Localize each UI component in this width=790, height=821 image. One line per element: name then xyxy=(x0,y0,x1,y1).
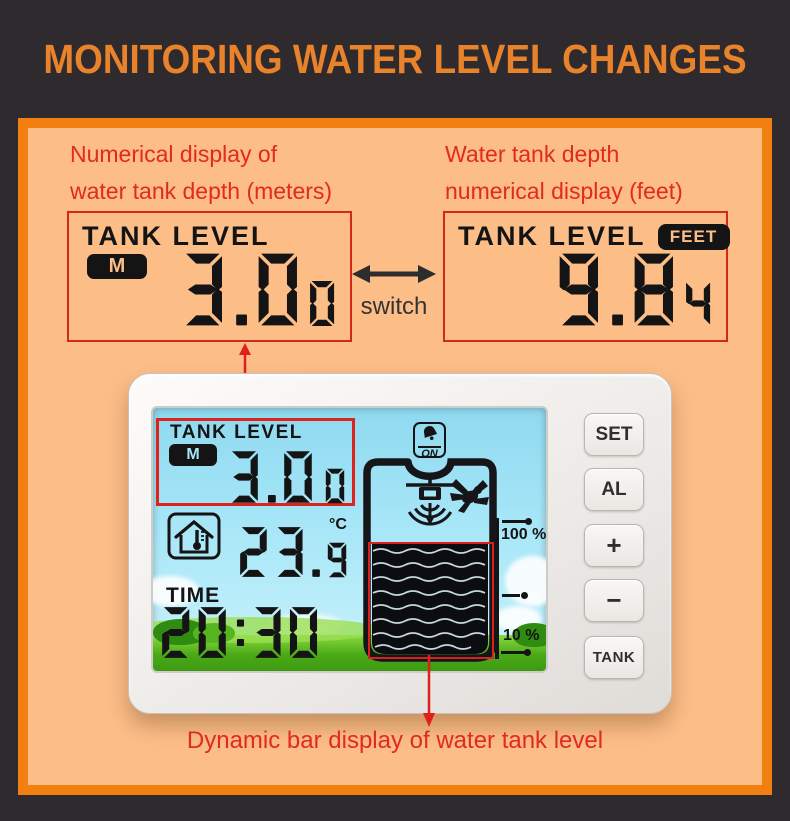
bush xyxy=(513,623,546,647)
water-waves xyxy=(372,548,486,650)
lcd-time-value xyxy=(161,607,319,663)
feet-unit-badge: FEET xyxy=(657,223,730,250)
insect-icon xyxy=(450,479,489,513)
lcd-time-label: TIME xyxy=(166,584,221,607)
alarm-on-label: ON xyxy=(418,446,441,460)
scale-label-10: 10 % xyxy=(503,627,540,644)
scale-dot-100 xyxy=(525,518,532,525)
switch-label: switch xyxy=(360,293,428,320)
al-button[interactable]: AL xyxy=(584,468,644,511)
plus-button[interactable]: + xyxy=(584,524,644,567)
meters-caption-line2: water tank depth (meters) xyxy=(70,178,333,204)
cloud xyxy=(153,576,199,606)
feet-caption-line1: Water tank depth xyxy=(445,141,620,167)
bottom-caption: Dynamic bar display of water tank level xyxy=(186,727,604,754)
scale-label-100: 100 % xyxy=(501,526,547,543)
meters-value-digits xyxy=(182,252,300,332)
meters-value-small-digit xyxy=(309,280,336,332)
switch-arrow-icon xyxy=(352,265,436,283)
tank-graphic xyxy=(363,458,497,662)
feet-value-small-digit xyxy=(685,280,712,332)
tank-monitor-device: 100 % 10 % xyxy=(128,373,672,714)
lcd-screen: 100 % 10 % xyxy=(151,406,548,673)
feet-caption-line2: numerical display (feet) xyxy=(445,178,683,204)
cloud xyxy=(505,556,546,606)
lcd-meter-unit-badge: M xyxy=(169,444,217,466)
alarm-on-indicator: ON xyxy=(413,422,446,460)
scale-dot-mid xyxy=(521,592,528,599)
minus-button[interactable]: − xyxy=(584,579,644,622)
lcd-tank-level-label: TANK LEVEL xyxy=(170,422,303,443)
page-title: MONITORING WATER LEVEL CHANGES xyxy=(43,36,747,82)
meters-box-label: TANK LEVEL xyxy=(82,221,270,251)
pointer-arrow-icon xyxy=(423,655,435,727)
meters-display-box: TANK LEVEL M xyxy=(67,211,352,342)
feet-box-label: TANK LEVEL xyxy=(458,221,646,251)
bell-icon xyxy=(423,426,437,441)
scale-dot-10 xyxy=(524,649,531,656)
lcd-temperature-value-small xyxy=(327,542,348,583)
home-temperature-icon xyxy=(167,512,221,560)
lcd-tank-level-value-small xyxy=(325,468,346,509)
water-fill xyxy=(372,544,488,654)
meters-caption-line1: Numerical display of xyxy=(70,141,278,167)
ultrasonic-sensor-icon xyxy=(406,479,454,526)
feet-display-box: TANK LEVEL FEET xyxy=(443,211,730,342)
tank-level-highlight-box xyxy=(156,418,355,506)
lcd-tank-level-value xyxy=(229,450,314,509)
lcd-temperature-value xyxy=(239,526,321,583)
feet-value-digits xyxy=(558,252,676,332)
set-button[interactable]: SET xyxy=(584,413,644,456)
water-level-highlight-box xyxy=(368,542,494,659)
tank-button[interactable]: TANK xyxy=(584,636,644,679)
scale-tick-100 xyxy=(502,520,526,523)
meters-caption: Numerical display of water tank depth (m… xyxy=(70,136,332,210)
tank-outline xyxy=(363,458,497,662)
meters-unit-badge: M xyxy=(87,254,147,279)
level-scale-line xyxy=(495,518,499,659)
scale-tick-10 xyxy=(501,651,525,654)
feet-caption: Water tank depth numerical display (feet… xyxy=(445,136,683,210)
switch-annotation: switch xyxy=(348,262,440,321)
scale-tick-mid xyxy=(502,594,520,597)
lcd-temperature-unit: °C xyxy=(329,516,347,533)
